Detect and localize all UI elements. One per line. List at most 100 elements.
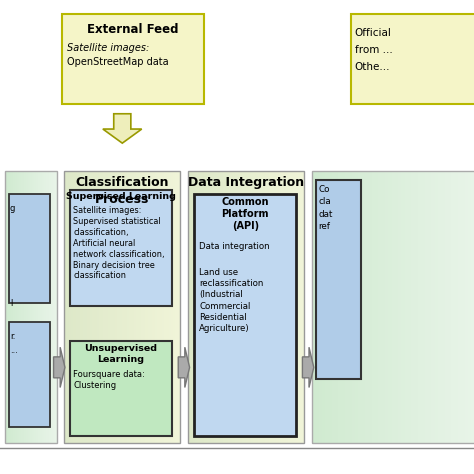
Bar [166, 171, 169, 443]
Bar [64, 171, 67, 443]
Bar [415, 171, 419, 443]
Bar [75, 171, 78, 443]
Bar [378, 171, 382, 443]
Bar [408, 171, 412, 443]
Polygon shape [103, 114, 142, 143]
Bar [382, 171, 385, 443]
Bar [9, 171, 10, 443]
Bar [332, 171, 336, 443]
Bar [12, 171, 14, 443]
Text: Satellite images:: Satellite images: [67, 43, 150, 53]
Bar [138, 171, 141, 443]
Bar [71, 171, 74, 443]
Bar [451, 171, 455, 443]
Bar [34, 171, 36, 443]
Bar [283, 171, 286, 443]
Bar [297, 171, 300, 443]
Bar [52, 171, 53, 443]
Bar [39, 171, 41, 443]
Bar [425, 171, 428, 443]
Bar [461, 171, 465, 443]
Text: Supervised Learning: Supervised Learning [66, 192, 176, 201]
Bar [5, 171, 6, 443]
Bar [248, 171, 251, 443]
Bar [55, 171, 56, 443]
Bar [441, 171, 445, 443]
Bar [152, 171, 155, 443]
Bar [395, 171, 399, 443]
Bar [24, 171, 25, 443]
Bar [134, 171, 137, 443]
Bar [368, 171, 372, 443]
Bar [348, 171, 352, 443]
Bar [159, 171, 162, 443]
Bar [113, 171, 116, 443]
Bar [209, 171, 212, 443]
Bar [62, 14, 204, 104]
Bar [302, 171, 305, 443]
Text: Unsupervised: Unsupervised [84, 344, 158, 353]
Bar [214, 171, 217, 443]
Bar [38, 171, 40, 443]
Bar [127, 171, 129, 443]
Bar [428, 171, 432, 443]
Bar [115, 171, 118, 443]
Bar [260, 171, 263, 443]
Text: ...: ... [10, 346, 18, 355]
Bar [265, 171, 268, 443]
Bar [435, 171, 438, 443]
Bar [8, 171, 9, 443]
Bar [36, 171, 37, 443]
Bar [30, 171, 31, 443]
Bar [29, 171, 30, 443]
Bar [129, 171, 132, 443]
Bar [17, 171, 19, 443]
Text: Data integration: Data integration [199, 242, 270, 251]
Text: from ...: from ... [355, 45, 392, 55]
Bar [6, 171, 7, 443]
Bar [253, 171, 256, 443]
Bar [10, 171, 11, 443]
Polygon shape [178, 347, 190, 388]
Bar [73, 171, 76, 443]
Bar [338, 171, 342, 443]
Bar [85, 171, 88, 443]
Bar [325, 171, 329, 443]
Bar [32, 171, 33, 443]
Polygon shape [302, 347, 314, 388]
Bar [131, 171, 134, 443]
Bar [221, 171, 224, 443]
Bar [351, 14, 474, 104]
Bar [101, 171, 104, 443]
Bar [15, 171, 17, 443]
Bar [242, 171, 245, 443]
Text: Classification: Classification [75, 176, 169, 189]
Bar [322, 171, 326, 443]
Bar [232, 171, 235, 443]
Bar [46, 171, 47, 443]
Bar [27, 171, 29, 443]
Bar [202, 171, 205, 443]
Bar [11, 171, 12, 443]
Bar [99, 171, 101, 443]
Bar [372, 171, 375, 443]
Bar [66, 171, 69, 443]
Bar [46, 171, 48, 443]
Bar [45, 171, 46, 443]
Text: OpenStreetMap data: OpenStreetMap data [67, 57, 169, 67]
Bar [251, 171, 254, 443]
Bar [418, 171, 422, 443]
Bar [147, 171, 150, 443]
Bar [281, 171, 284, 443]
Bar [188, 171, 304, 443]
Bar [237, 171, 240, 443]
Bar [315, 171, 319, 443]
Text: Official: Official [355, 28, 392, 38]
Bar [244, 171, 247, 443]
Bar [194, 194, 296, 436]
Text: Process: Process [95, 193, 149, 206]
Bar [291, 171, 293, 443]
Bar [335, 171, 339, 443]
Text: Co
cla
dat
ref: Co cla dat ref [318, 185, 332, 231]
Bar [92, 171, 95, 443]
